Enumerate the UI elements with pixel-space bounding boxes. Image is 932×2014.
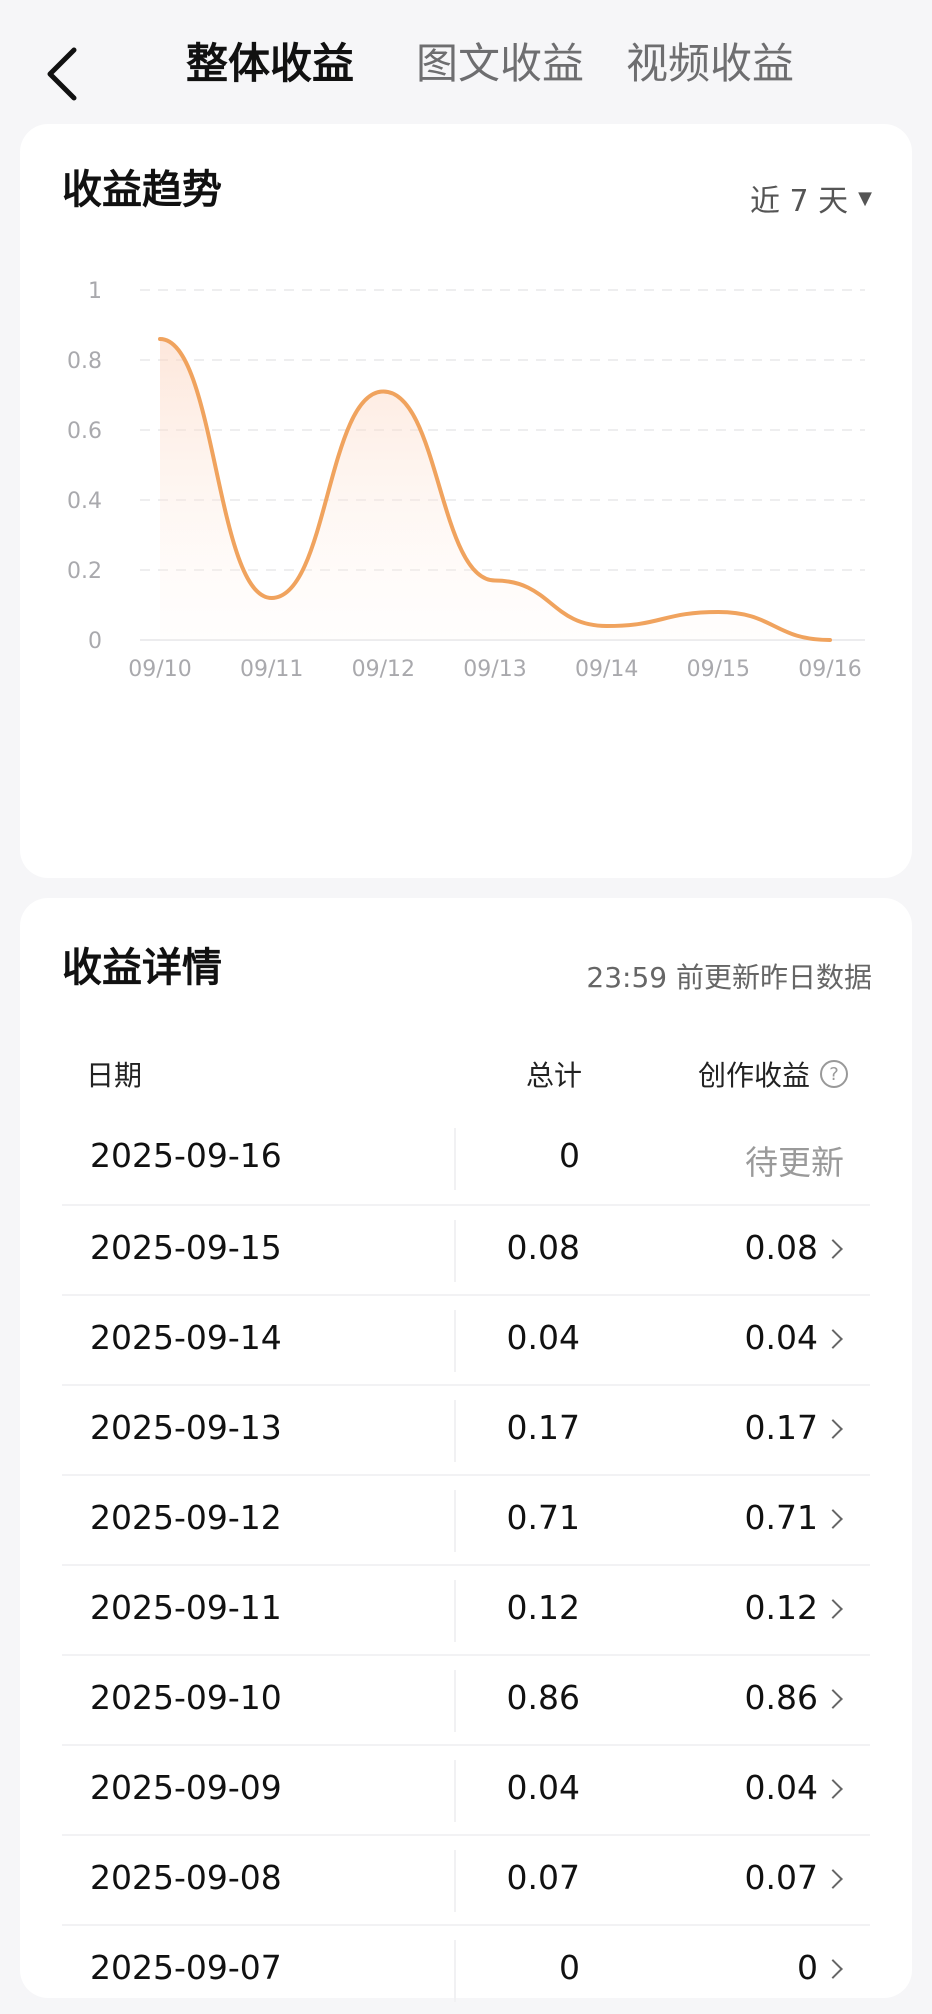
chevron-right-icon[interactable] xyxy=(823,1599,843,1619)
row-divider xyxy=(454,1850,456,1912)
row-divider xyxy=(454,1670,456,1732)
table-row[interactable]: 2025-09-09 0.04 0.04 xyxy=(62,1744,870,1834)
row-total: 0 xyxy=(559,1948,580,1987)
chevron-right-icon[interactable] xyxy=(823,1239,843,1259)
row-creation: 0 xyxy=(797,1948,818,1987)
row-creation: 0.71 xyxy=(744,1498,818,1537)
row-date: 2025-09-15 xyxy=(90,1228,282,1267)
row-creation: 0.17 xyxy=(744,1408,818,1447)
row-divider xyxy=(454,1580,456,1642)
column-creation: 创作收益 ? xyxy=(698,1054,848,1094)
x-tick-label: 09/16 xyxy=(798,657,861,682)
x-tick-label: 09/12 xyxy=(352,657,415,682)
chevron-left-icon xyxy=(47,47,77,101)
table-row[interactable]: 2025-09-11 0.12 0.12 xyxy=(62,1564,870,1654)
y-tick-label: 0 xyxy=(88,629,102,654)
row-date: 2025-09-13 xyxy=(90,1408,282,1447)
table-row[interactable]: 2025-09-08 0.07 0.07 xyxy=(62,1834,870,1924)
x-tick-label: 09/10 xyxy=(128,657,191,682)
y-axis-ticks: 1 0.8 0.6 0.4 0.2 0 xyxy=(67,279,102,654)
row-creation: 0.86 xyxy=(744,1678,818,1717)
row-date: 2025-09-09 xyxy=(90,1768,282,1807)
x-axis-ticks: 09/10 09/11 09/12 09/13 09/14 09/15 09/16 xyxy=(128,657,861,682)
row-total: 0.17 xyxy=(506,1408,580,1447)
table-row[interactable]: 2025-09-12 0.71 0.71 xyxy=(62,1474,870,1564)
chevron-right-icon[interactable] xyxy=(823,1959,843,1979)
row-divider xyxy=(454,1220,456,1282)
back-button[interactable] xyxy=(36,44,86,104)
column-date: 日期 xyxy=(86,1059,143,1092)
row-creation: 0.04 xyxy=(744,1318,818,1357)
row-date: 2025-09-14 xyxy=(90,1318,282,1357)
x-tick-label: 09/13 xyxy=(463,657,526,682)
tab-video-earnings[interactable]: 视频收益 xyxy=(626,39,795,88)
chevron-right-icon[interactable] xyxy=(823,1869,843,1889)
y-tick-label: 0.4 xyxy=(67,489,102,514)
caret-down-icon: ▼ xyxy=(858,187,872,209)
tab-article-earnings[interactable]: 图文收益 xyxy=(416,39,585,88)
table-row: 2025-09-16 0 待更新 xyxy=(62,1114,870,1204)
row-divider xyxy=(454,1128,456,1190)
x-tick-label: 09/11 xyxy=(240,657,303,682)
row-total: 0.07 xyxy=(506,1858,580,1897)
row-date: 2025-09-07 xyxy=(90,1948,282,1987)
row-creation: 0.07 xyxy=(744,1858,818,1897)
table-row[interactable]: 2025-09-15 0.08 0.08 xyxy=(62,1204,870,1294)
table-row[interactable]: 2025-09-14 0.04 0.04 xyxy=(62,1294,870,1384)
series-line xyxy=(158,337,832,642)
row-date: 2025-09-12 xyxy=(90,1498,282,1537)
y-tick-label: 1 xyxy=(88,279,102,304)
row-total: 0.86 xyxy=(506,1678,580,1717)
row-creation: 0.12 xyxy=(744,1588,818,1627)
trend-title: 收益趋势 xyxy=(62,167,222,213)
column-total: 总计 xyxy=(525,1059,582,1092)
row-divider xyxy=(454,1310,456,1372)
row-total: 0.12 xyxy=(506,1588,580,1627)
row-total: 0 xyxy=(559,1136,580,1175)
row-date: 2025-09-08 xyxy=(90,1858,282,1897)
row-total: 0.71 xyxy=(506,1498,580,1537)
y-tick-label: 0.8 xyxy=(67,349,102,374)
chevron-right-icon[interactable] xyxy=(823,1419,843,1439)
range-label: 近 7 天 xyxy=(749,184,849,219)
update-note: 23:59 前更新昨日数据 xyxy=(586,961,872,994)
detail-title: 收益详情 xyxy=(62,945,222,991)
range-selector[interactable]: 近 7 天 ▼ xyxy=(750,176,872,220)
earnings-detail-card: 收益详情 23:59 前更新昨日数据 日期 总计 创作收益 ? 2025-09-… xyxy=(20,898,912,2002)
row-creation: 0.04 xyxy=(744,1768,818,1807)
row-date: 2025-09-11 xyxy=(90,1588,282,1627)
top-bar: 整体收益 图文收益 视频收益 xyxy=(0,0,932,120)
row-divider xyxy=(454,1760,456,1822)
table-header: 日期 总计 创作收益 ? xyxy=(62,1048,870,1098)
detail-table: 2025-09-16 0 待更新 2025-09-15 0.08 0.08 2025-09-… xyxy=(62,1114,870,2014)
tab-overall-earnings[interactable]: 整体收益 xyxy=(186,39,355,88)
series-area xyxy=(160,339,830,640)
row-divider xyxy=(454,1940,456,2002)
chevron-right-icon[interactable] xyxy=(823,1329,843,1349)
help-icon[interactable]: ? xyxy=(820,1060,848,1088)
y-tick-label: 0.2 xyxy=(67,559,102,584)
chevron-right-icon[interactable] xyxy=(823,1779,843,1799)
column-creation-label: 创作收益 xyxy=(697,1059,810,1092)
row-divider xyxy=(454,1400,456,1462)
x-tick-label: 09/15 xyxy=(687,657,750,682)
table-row[interactable]: 2025-09-10 0.86 0.86 xyxy=(62,1654,870,1744)
row-divider xyxy=(454,1490,456,1552)
row-date: 2025-09-16 xyxy=(90,1136,282,1175)
table-row[interactable]: 2025-09-07 0 0 xyxy=(62,1924,870,2014)
row-creation: 0.08 xyxy=(744,1228,818,1267)
row-total: 0.08 xyxy=(506,1228,580,1267)
row-date: 2025-09-10 xyxy=(90,1678,282,1717)
table-row[interactable]: 2025-09-13 0.17 0.17 xyxy=(62,1384,870,1474)
row-total: 0.04 xyxy=(506,1318,580,1357)
earnings-trend-chart: 1 0.8 0.6 0.4 0.2 0 09/10 09/11 09/12 09/13 09/14… xyxy=(67,279,865,682)
y-tick-label: 0.6 xyxy=(67,419,102,444)
chevron-right-icon[interactable] xyxy=(823,1689,843,1709)
earnings-trend-card: 收益趋势 近 7 天 ▼ 1 0.8 0.6 0.4 0.2 0 09/10 09/11 09… xyxy=(20,124,912,878)
x-tick-label: 09/14 xyxy=(575,657,638,682)
row-total: 0.04 xyxy=(506,1768,580,1807)
chevron-right-icon[interactable] xyxy=(823,1509,843,1529)
row-creation: 待更新 xyxy=(745,1143,844,1182)
